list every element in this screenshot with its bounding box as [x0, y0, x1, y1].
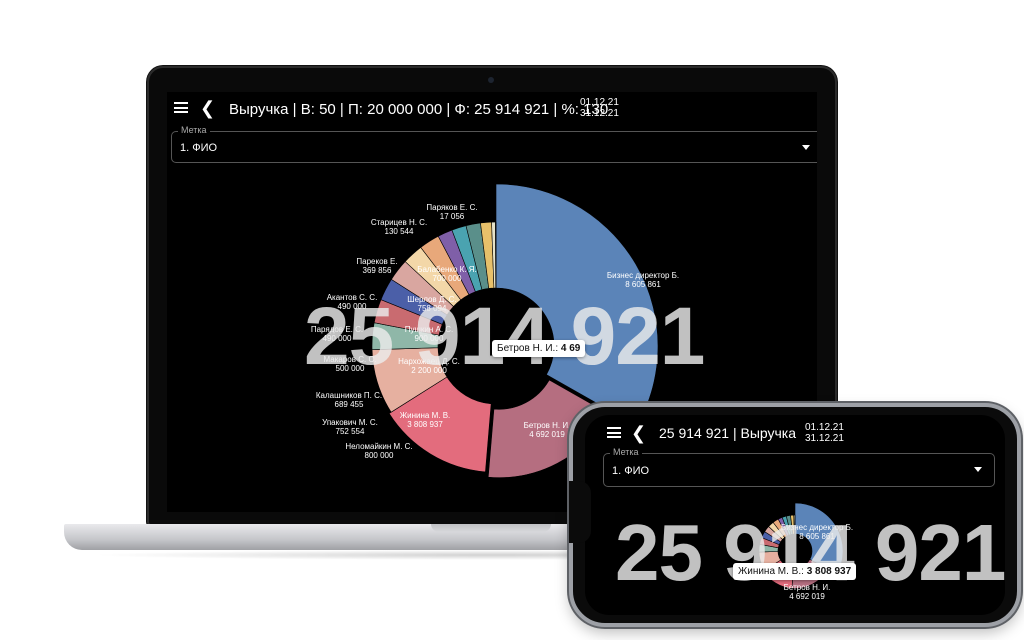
slice-label-балабенко-к-я: Балабенко К. Я. [417, 265, 477, 274]
tooltip-name: Бетров Н. И.: [497, 343, 559, 354]
phone-date-from: 01.12.21 [805, 422, 844, 433]
menu-icon[interactable] [607, 427, 621, 438]
laptop-frame: ❮ Выручка | В: 50 | П: 20 000 000 | Ф: 2… [147, 66, 837, 526]
phone-notch [569, 481, 591, 543]
slice-label-калашников-п-с: Калашников П. С. [316, 391, 382, 400]
laptop-screen: ❮ Выручка | В: 50 | П: 20 000 000 | Ф: 2… [167, 92, 817, 512]
phone-total-overlay: 25 914 921 [615, 508, 1005, 597]
slice-label-нархожаец-д-с: Нархожаец Д. С. [398, 357, 460, 366]
chevron-down-icon [802, 145, 810, 150]
slice-value-пареков-е: 369 856 [363, 266, 392, 275]
camera-icon [488, 77, 494, 83]
phone-screen: ❮ 25 914 921 | Выручка 01.12.21 31.12.21… [585, 415, 1005, 615]
pie-slice-бизнес-директор-б[interactable] [495, 183, 659, 427]
phone-tooltip-value: 3 808 937 [806, 566, 852, 577]
phone-app-header: ❮ 25 914 921 | Выручка 01.12.21 31.12.21 [585, 415, 1005, 451]
slice-value-шерлов-д-с: 758 094 [418, 304, 447, 313]
slice-label-жинина-м-в: Жинина М. В. [400, 411, 451, 420]
select-legend: Метка [178, 125, 210, 135]
slice-value-парядов-е-с: 490 000 [323, 334, 352, 343]
slice-value-бизнес-директор-б: 8 605 861 [625, 280, 661, 289]
back-arrow-icon[interactable]: ❮ [631, 423, 647, 443]
slice-value-неломайкин-м-с: 800 000 [365, 451, 394, 460]
slice-label-шерлов-д-с: Шерлов Д. С. [407, 295, 457, 304]
slice-value-калашников-п-с: 689 455 [335, 400, 364, 409]
phone-select-legend: Метка [610, 447, 642, 457]
slice-label-бетров-н-и: Бетров Н. И. [784, 583, 831, 592]
date-from: 01.12.21 [580, 97, 619, 108]
phone-date-to: 31.12.21 [805, 433, 844, 444]
slice-value-бетров-н-и: 4 692 019 [789, 592, 825, 601]
laptop-shadow [90, 550, 895, 560]
slice-label-неломайкин-м-с: Неломайкин М. С. [345, 442, 412, 451]
slice-value-паряков-е-с: 17 056 [440, 212, 465, 221]
slice-label-паряков-е-с: Паряков Е. С. [426, 203, 477, 212]
slice-value-балабенко-к-я: 700 000 [433, 274, 462, 283]
select-value: 1. ФИО [180, 142, 218, 154]
slice-value-жинина-м-в: 3 808 937 [407, 420, 443, 429]
phone-chart-tooltip: Жинина М. В.: 3 808 937 [733, 563, 857, 580]
date-range[interactable]: 01.12.21 31.12.21 [580, 97, 619, 119]
slice-value-бетров-н-и: 4 692 019 [529, 430, 565, 439]
pie-slice-жинина-м-в[interactable] [388, 376, 492, 473]
phone-select-value: 1. ФИО [612, 465, 650, 477]
chevron-down-icon [974, 467, 982, 472]
slice-label-макаров-с-с: Макаров С. С. [324, 355, 377, 364]
label-select[interactable]: Метка 1. ФИО [171, 125, 817, 163]
slice-label-парядов-е-с: Парядов Е. С. [311, 325, 363, 334]
phone-date-range[interactable]: 01.12.21 31.12.21 [805, 422, 844, 444]
pie-slice-паряков-е-с[interactable] [495, 221, 497, 289]
phone-label-select[interactable]: Метка 1. ФИО [603, 447, 995, 487]
laptop-notch [431, 524, 551, 532]
revenue-pie-chart[interactable]: Бизнес директор Б.8 605 861 Паряков Е. С.… [167, 92, 817, 512]
slice-value-старицев-н-с: 130 544 [385, 227, 414, 236]
chart-tooltip: Бетров Н. И.: 4 69 [492, 340, 586, 357]
slice-label-пушкин-а-с: Пушкин А. С. [405, 325, 454, 334]
slice-label-бизнес-директор-б: Бизнес директор Б. [607, 271, 679, 280]
slice-value-нархожаец-д-с: 2 200 000 [411, 366, 447, 375]
slice-value-упакович-м-с: 752 554 [336, 427, 365, 436]
slice-label-старицев-н-с: Старицев Н. С. [371, 218, 427, 227]
slice-label-бизнес-директор-б: Бизнес директор Б. [781, 523, 853, 532]
total-overlay: 25 914 921 [304, 291, 705, 382]
phone-frame: ❮ 25 914 921 | Выручка 01.12.21 31.12.21… [569, 403, 1021, 627]
slice-label-упакович-м-с: Упакович М. С. [322, 418, 378, 427]
menu-icon[interactable] [174, 102, 188, 113]
page-title: Выручка | В: 50 | П: 20 000 000 | Ф: 25 … [229, 101, 609, 118]
donut-hole [778, 534, 812, 568]
slice-value-пушкин-а-с: 900 000 [415, 334, 444, 343]
slice-value-акантов-с-с: 490 000 [338, 302, 367, 311]
app-header: ❮ Выручка | В: 50 | П: 20 000 000 | Ф: 2… [167, 92, 817, 128]
back-arrow-icon[interactable]: ❮ [200, 98, 216, 118]
phone-page-title: 25 914 921 | Выручка [659, 425, 797, 441]
slice-value-бизнес-директор-б: 8 605 861 [799, 532, 835, 541]
tooltip-value: 4 69 [560, 343, 581, 354]
phone-tooltip-name: Жинина М. В.: [738, 566, 804, 577]
slice-label-бетров-н-и: Бетров Н. И. [524, 421, 571, 430]
slice-label-пареков-е: Пареков Е. [356, 257, 397, 266]
date-to: 31.12.21 [580, 108, 619, 119]
slice-value-макаров-с-с: 500 000 [336, 364, 365, 373]
slice-label-акантов-с-с: Акантов С. С. [327, 293, 378, 302]
